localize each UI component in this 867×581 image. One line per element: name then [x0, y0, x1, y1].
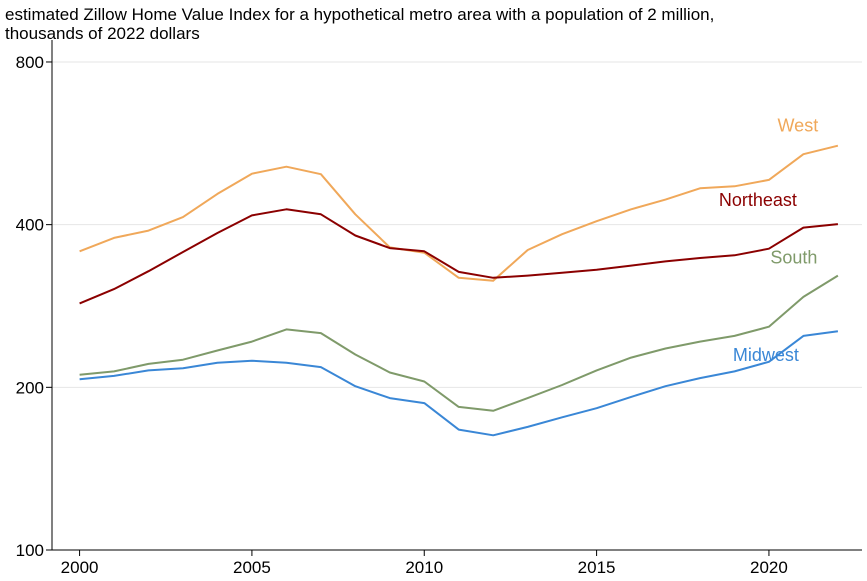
chart-title-line-1: estimated Zillow Home Value Index for a … [5, 5, 715, 24]
x-tick-label-2010: 2010 [405, 558, 443, 577]
series-label-south: South [770, 248, 817, 268]
gridlines [52, 61, 862, 388]
series-line-northeast [79, 208, 839, 305]
x-tick-label-2005: 2005 [233, 558, 271, 577]
series-lines [79, 144, 839, 437]
series-label-west: West [778, 116, 819, 136]
series-label-northeast: Northeast [719, 190, 797, 210]
series-line-midwest [79, 330, 839, 437]
y-tick-label-800: 800 [16, 53, 44, 72]
series-line-south [79, 274, 839, 412]
x-tick-label-2000: 2000 [61, 558, 99, 577]
chart-title: estimated Zillow Home Value Index for a … [5, 5, 714, 43]
series-line-west [79, 144, 839, 282]
y-tick-label-400: 400 [16, 216, 44, 235]
chart-title-line-2: thousands of 2022 dollars [5, 24, 200, 43]
y-tick-label-100: 100 [16, 541, 44, 560]
series-label-midwest: Midwest [733, 345, 799, 365]
axes: 100 200 400 800 2000 2005 2010 2015 2020 [16, 40, 862, 577]
x-tick-label-2020: 2020 [750, 558, 788, 577]
x-tick-label-2015: 2015 [578, 558, 616, 577]
series-labels: West Northeast South Midwest [719, 116, 818, 366]
y-tick-label-200: 200 [16, 378, 44, 397]
